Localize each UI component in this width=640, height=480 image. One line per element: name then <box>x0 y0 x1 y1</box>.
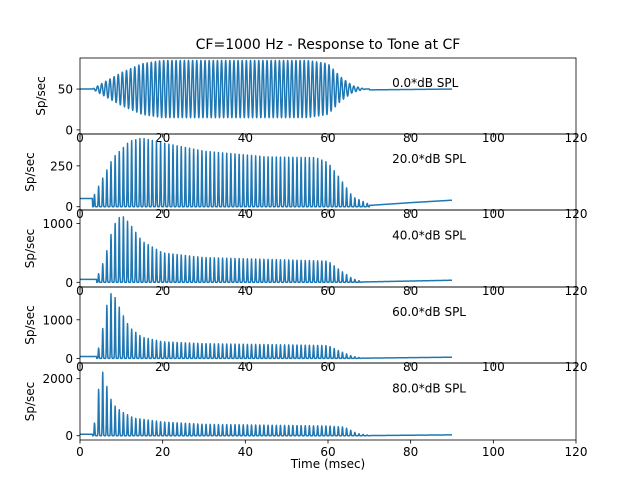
x-tick-label: 100 <box>482 445 505 459</box>
x-tick-label: 40 <box>238 207 253 221</box>
x-tick-label: 20 <box>155 360 170 374</box>
y-tick-label: 0 <box>65 123 73 137</box>
x-tick-label: 80 <box>403 360 418 374</box>
series-line <box>79 293 453 360</box>
y-axis-label: Sp/sec <box>23 382 37 422</box>
y-axis-label: Sp/sec <box>23 152 37 192</box>
subplot-panels: 0 20 40 60 80 100 120 0 50 Sp/sec 0.0*dB SPL 0 20 40 6… <box>23 57 588 459</box>
x-tick-label: 60 <box>320 284 335 298</box>
y-tick-label: 0 <box>65 276 73 290</box>
series-line <box>79 59 453 119</box>
y-axis-label: Sp/sec <box>23 229 37 269</box>
y-axis-label: Sp/sec <box>34 76 48 116</box>
x-tick-label: 20 <box>155 207 170 221</box>
x-tick-label: 120 <box>565 445 588 459</box>
y-tick-label: 1000 <box>42 217 73 231</box>
series-line <box>79 137 453 208</box>
x-tick-label: 80 <box>403 445 418 459</box>
x-tick-label: 40 <box>238 445 253 459</box>
x-tick-label: 100 <box>482 360 505 374</box>
chart-title: CF=1000 Hz - Response to Tone at CF <box>196 37 461 53</box>
x-tick-label: 80 <box>403 284 418 298</box>
level-annotation: 20.0*dB SPL <box>392 152 466 166</box>
x-tick-label: 60 <box>320 131 335 145</box>
x-tick-label: 40 <box>238 131 253 145</box>
series-line <box>79 216 453 284</box>
y-tick-label: 0 <box>65 429 73 443</box>
x-tick-label: 20 <box>155 284 170 298</box>
x-tick-label: 20 <box>155 131 170 145</box>
level-annotation: 40.0*dB SPL <box>392 228 466 242</box>
series-line <box>79 371 453 437</box>
x-tick-label: 100 <box>482 284 505 298</box>
y-tick-label: 50 <box>58 83 73 97</box>
subplot-5: 0 20 40 60 80 100 120 0 2000 Sp/sec 80.0*dB SPL <box>23 362 588 459</box>
level-annotation: 60.0*dB SPL <box>392 305 466 319</box>
y-tick-label: 0 <box>65 352 73 366</box>
x-tick-label: 0 <box>76 445 84 459</box>
x-tick-label: 40 <box>238 360 253 374</box>
x-tick-label: 60 <box>320 207 335 221</box>
y-tick-label: 0 <box>65 200 73 214</box>
x-tick-label: 60 <box>320 360 335 374</box>
x-tick-label: 80 <box>403 131 418 145</box>
y-axis-label: Sp/sec <box>23 305 37 345</box>
level-annotation: 80.0*dB SPL <box>392 381 466 395</box>
y-tick-label: 2000 <box>42 372 73 386</box>
y-tick-label: 250 <box>50 159 73 173</box>
level-annotation: 0.0*dB SPL <box>392 76 459 90</box>
x-tick-label: 20 <box>155 445 170 459</box>
x-tick-label: 100 <box>482 207 505 221</box>
x-axis-label: Time (msec) <box>290 457 365 471</box>
x-tick-label: 100 <box>482 131 505 145</box>
y-tick-label: 1000 <box>42 313 73 327</box>
x-tick-label: 80 <box>403 207 418 221</box>
x-tick-label: 60 <box>320 445 335 459</box>
x-tick-label: 40 <box>238 284 253 298</box>
